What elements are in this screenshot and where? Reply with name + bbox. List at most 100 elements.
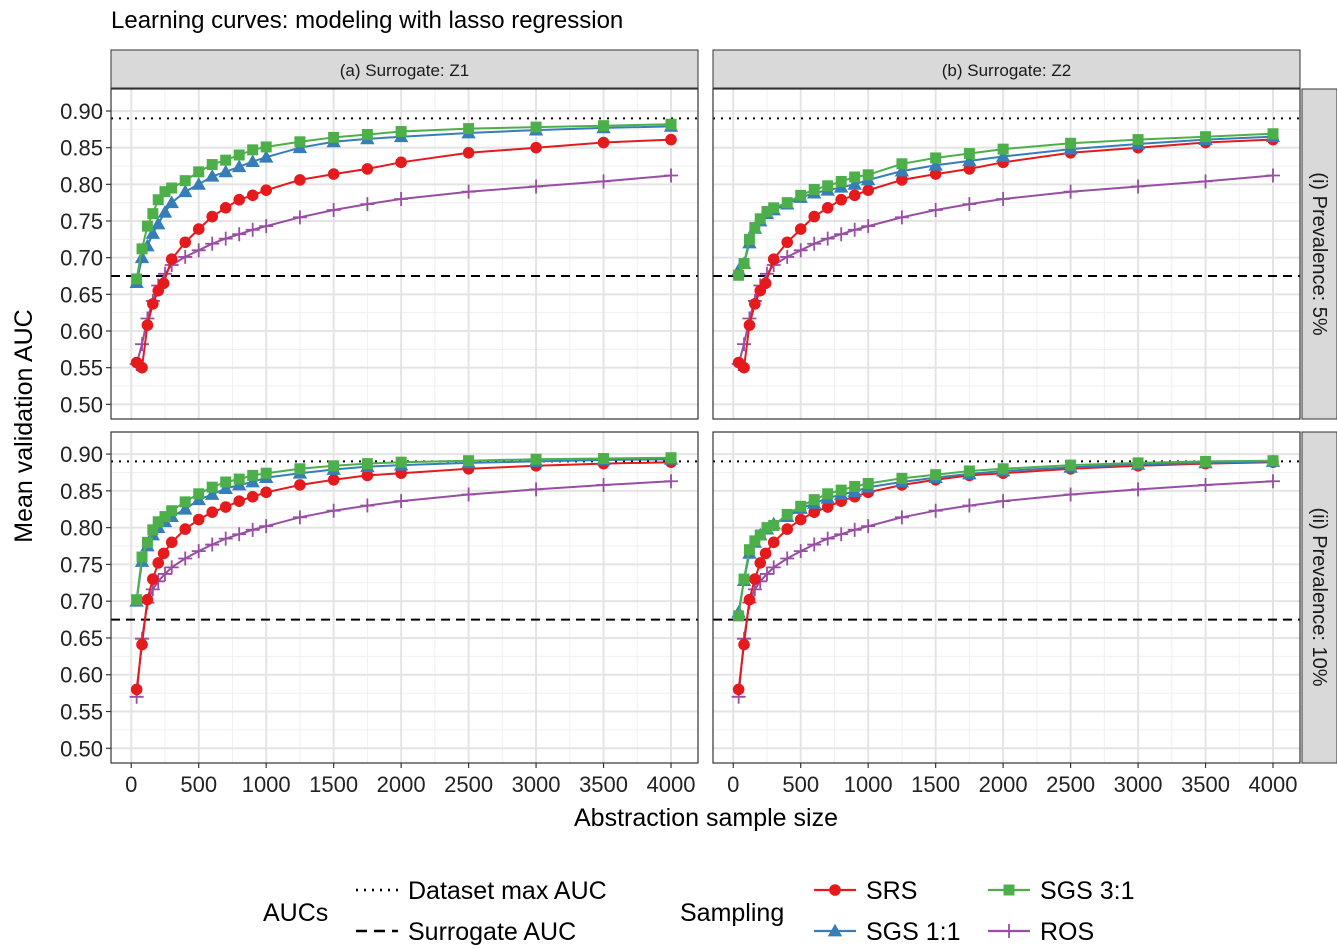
series-point-srs xyxy=(754,557,767,569)
series-point-sgs31 xyxy=(361,128,373,140)
series-point-srs xyxy=(821,202,834,214)
series-point-ros xyxy=(807,236,822,251)
series-point-srs xyxy=(192,223,205,235)
series-point-srs xyxy=(759,277,772,290)
series-point-ros xyxy=(164,560,179,575)
series-point-sgs31 xyxy=(395,456,407,468)
series-point-srs xyxy=(781,236,794,249)
x-tick-label: 2000 xyxy=(979,772,1028,797)
y-tick-label: 0.90 xyxy=(60,99,103,124)
series-point-ros xyxy=(394,494,409,509)
series-point-sgs31 xyxy=(930,469,942,481)
series-line-srs xyxy=(737,138,1274,370)
series-point-sgs31 xyxy=(131,594,143,606)
series-point-srs xyxy=(136,638,148,651)
series-point-srs xyxy=(157,277,170,290)
series-point-sgs31 xyxy=(193,488,205,500)
series-point-ros xyxy=(759,566,774,581)
x-axis-title: Abstraction sample size xyxy=(574,804,838,832)
series-point-sgs31 xyxy=(294,136,306,148)
series-point-srs xyxy=(597,136,610,149)
series-point-srs xyxy=(862,184,874,196)
series-point-sgs31 xyxy=(166,182,178,194)
series-point-sgs31 xyxy=(808,183,820,195)
series-point-sgs31 xyxy=(206,159,218,171)
series-point-sgs31 xyxy=(795,500,807,512)
series-point-srs xyxy=(147,298,159,310)
y-tick-label: 0.60 xyxy=(60,319,103,344)
legend-swatch-marker-sgs11 xyxy=(827,923,843,937)
series-point-sgs31 xyxy=(749,222,761,234)
series-point-srs xyxy=(147,573,159,585)
panel-i-b xyxy=(712,88,1301,420)
series-point-ros xyxy=(191,544,206,559)
series-point-ros xyxy=(232,227,247,242)
series-point-sgs31 xyxy=(260,141,272,153)
series-point-ros xyxy=(218,231,233,246)
x-tick-label: 0 xyxy=(125,772,137,797)
legend-sampling-title: Sampling xyxy=(680,899,784,927)
x-tick-label: 3000 xyxy=(512,772,561,797)
series-point-sgs11 xyxy=(231,159,247,173)
series-point-ros xyxy=(259,219,274,234)
series-point-sgs31 xyxy=(862,477,874,489)
series-point-sgs11 xyxy=(134,250,150,264)
x-tick-label: 500 xyxy=(782,772,819,797)
col-strip-a xyxy=(110,49,699,89)
series-point-sgs31 xyxy=(738,258,750,270)
series-point-ros xyxy=(766,560,781,575)
series-point-sgs31 xyxy=(136,551,148,563)
series-point-srs xyxy=(835,193,847,206)
series-point-sgs11 xyxy=(928,158,943,171)
series-point-sgs31 xyxy=(1132,457,1144,469)
y-tick-label: 0.85 xyxy=(60,479,103,504)
series-point-ros xyxy=(529,482,544,497)
series-point-sgs31 xyxy=(768,202,780,214)
series-point-ros xyxy=(820,231,835,246)
col-strip-b-label: (b) Surrogate: Z2 xyxy=(942,61,1071,80)
x-axis-left: 0 500 1000 1500 2000 2500 3000 3500 4000 xyxy=(125,763,695,797)
series-point-ros xyxy=(928,203,943,217)
x-tick-label: 2500 xyxy=(444,772,493,797)
series-point-sgs31 xyxy=(530,453,542,465)
x-tick-label: 2000 xyxy=(377,772,426,797)
y-tick-label: 0.80 xyxy=(60,172,103,197)
x-tick-label: 4000 xyxy=(1249,772,1298,797)
series-point-sgs11 xyxy=(218,164,233,178)
series-point-srs xyxy=(361,163,374,175)
series-point-sgs31 xyxy=(781,508,793,520)
series-point-ros xyxy=(529,179,544,194)
legend-sgs31-label: SGS 3:1 xyxy=(1040,877,1135,905)
series-point-ros xyxy=(205,537,220,552)
series-point-srs xyxy=(361,469,374,482)
y-axis-title: Mean validation AUC xyxy=(10,309,38,542)
series-point-srs xyxy=(179,523,192,535)
x-tick-label: 1000 xyxy=(242,772,291,797)
series-point-srs xyxy=(738,361,750,374)
series-point-sgs31 xyxy=(1132,134,1144,146)
series-point-ros xyxy=(820,531,835,546)
series-point-sgs31 xyxy=(395,126,407,138)
series-point-sgs31 xyxy=(1267,128,1279,140)
series-point-sgs31 xyxy=(754,213,766,225)
series-point-srs xyxy=(246,490,259,503)
y-tick-label: 0.70 xyxy=(60,589,103,614)
series-point-ros xyxy=(928,503,943,518)
series-point-ros xyxy=(326,503,341,518)
row-strip-i-label: (i) Prevalence: 5% xyxy=(1308,172,1330,336)
series-point-ros xyxy=(245,522,260,537)
series-point-sgs11 xyxy=(245,154,260,167)
series-point-srs xyxy=(732,683,745,696)
series-point-sgs31 xyxy=(862,169,874,181)
series-point-srs xyxy=(781,523,794,535)
x-tick-label: 3500 xyxy=(1181,772,1230,797)
series-point-ros xyxy=(861,219,876,234)
y-tick-label: 0.85 xyxy=(60,136,103,161)
series-point-srs xyxy=(759,547,772,560)
series-line-srs xyxy=(135,138,672,370)
chart-title: Learning curves: modeling with lasso reg… xyxy=(111,7,623,34)
y-axis-top: 0.50 0.55 0.60 0.65 0.70 0.75 0.80 0.85 0.90 xyxy=(60,99,111,417)
series-point-sgs31 xyxy=(743,544,755,556)
series-point-ros xyxy=(1266,474,1281,489)
series-point-sgs31 xyxy=(738,573,750,585)
